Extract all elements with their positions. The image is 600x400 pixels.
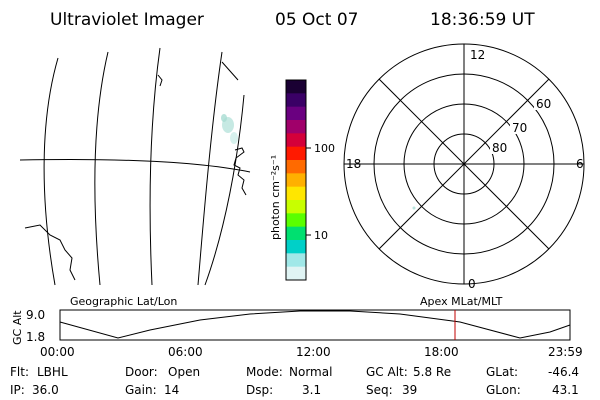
mlat-label-80: 80 (492, 141, 507, 155)
altitude-curve (59, 310, 571, 339)
timeline-x-tick: 00:00 (40, 345, 75, 359)
mlt-line-diag (378, 78, 550, 250)
mlt-label-6: 6 (576, 157, 584, 171)
gain-value: 14 (164, 383, 179, 397)
mlt-label-12: 12 (470, 48, 485, 62)
timeline-x-tick: 18:00 (424, 345, 459, 359)
colorbar-swatch (286, 240, 306, 254)
instrument-title: Ultraviolet Imager (50, 10, 204, 30)
timeline-y-max: 9.0 (26, 308, 45, 322)
timeline-right-caption: Apex MLat/MLT (420, 295, 503, 308)
coastline (24, 224, 76, 281)
mlat-label-60: 60 (536, 97, 551, 111)
ip-label: IP: (10, 383, 25, 397)
flt-value: LBHL (37, 365, 68, 379)
colorbar-swatch (286, 133, 306, 148)
mlt-label-0: 0 (468, 277, 476, 291)
coastline (157, 74, 163, 87)
colorbar-swatch (286, 253, 306, 268)
colorbar-swatch (286, 213, 306, 228)
observation-date: 05 Oct 07 (275, 10, 358, 30)
seq-value: 39 (402, 383, 417, 397)
timeline-frame (59, 309, 571, 341)
colorbar-swatch (286, 106, 306, 121)
longitude-line (197, 51, 223, 286)
colorbar-swatch (286, 80, 306, 94)
mlat-label-70: 70 (512, 121, 527, 135)
gain-label: Gain: (125, 383, 157, 397)
door-label: Door: (125, 365, 158, 379)
polar-label-bg (468, 48, 484, 62)
intensity-colorbar (286, 80, 306, 281)
observation-time: 18:36:59 UT (430, 10, 535, 30)
flt-label: Flt: (10, 365, 29, 379)
timeline-y-axis-label: GC Alt (11, 310, 24, 345)
status-row-1: Flt: LBHL Door: Open Mode: Normal GC Alt… (10, 365, 579, 379)
colorbar-swatch (286, 186, 306, 201)
timeline-y-min: 1.8 (26, 330, 45, 344)
door-value: Open (168, 365, 200, 379)
colorbar-swatch (286, 173, 306, 188)
glat-value: -46.4 (548, 365, 579, 379)
timeline-x-tick: 06:00 (168, 345, 203, 359)
polar-plot (343, 43, 585, 285)
colorbar-swatch (286, 93, 306, 108)
colorbar-swatch (286, 200, 306, 214)
colorbar-unit-label: photon cm⁻²s⁻¹ (269, 155, 282, 240)
coastline (221, 61, 239, 81)
gc-alt-value: 5.8 Re (413, 365, 451, 379)
colorbar-swatch (286, 266, 306, 281)
status-row-2: IP: 36.0 Gain: 14 Dsp: 3.1 Seq: 39 GLon:… (10, 383, 579, 397)
gc-alt-label: GC Alt: (366, 365, 408, 379)
aurora-emission (221, 114, 238, 144)
coastline (233, 147, 247, 196)
timeline-x-tick: 12:00 (296, 345, 331, 359)
timeline-x-tick: 23:59 (548, 345, 583, 359)
colorbar-tick-label: 10 (314, 229, 328, 242)
glon-label: GLon: (486, 383, 521, 397)
glon-value: 43.1 (552, 383, 579, 397)
mlt-label-18: 18 (346, 157, 361, 171)
polar-label-bg (510, 120, 530, 134)
colorbar-swatch (286, 226, 306, 241)
ip-value: 36.0 (32, 383, 59, 397)
seq-label: Seq: (366, 383, 393, 397)
mode-label: Mode: (246, 365, 283, 379)
colorbar-swatch (286, 160, 306, 174)
glat-label: GLat: (486, 365, 518, 379)
colorbar-swatch (286, 146, 306, 161)
polar-label-bg (490, 140, 510, 154)
colorbar-frame (285, 79, 307, 281)
colorbar-swatch (286, 120, 306, 134)
mode-value: Normal (289, 365, 332, 379)
polar-label-bg (534, 96, 554, 110)
dsp-value: 3.1 (302, 383, 321, 397)
latitude-line (19, 159, 251, 173)
dsp-label: Dsp: (246, 383, 273, 397)
longitude-line (149, 47, 161, 286)
longitude-line (43, 57, 59, 286)
timeline-left-caption: Geographic Lat/Lon (70, 295, 177, 308)
longitude-line (204, 94, 245, 286)
geographic-map (19, 47, 251, 286)
colorbar-tick-label: 100 (314, 142, 335, 155)
longitude-line (94, 51, 109, 286)
aurora-emission (412, 206, 416, 210)
